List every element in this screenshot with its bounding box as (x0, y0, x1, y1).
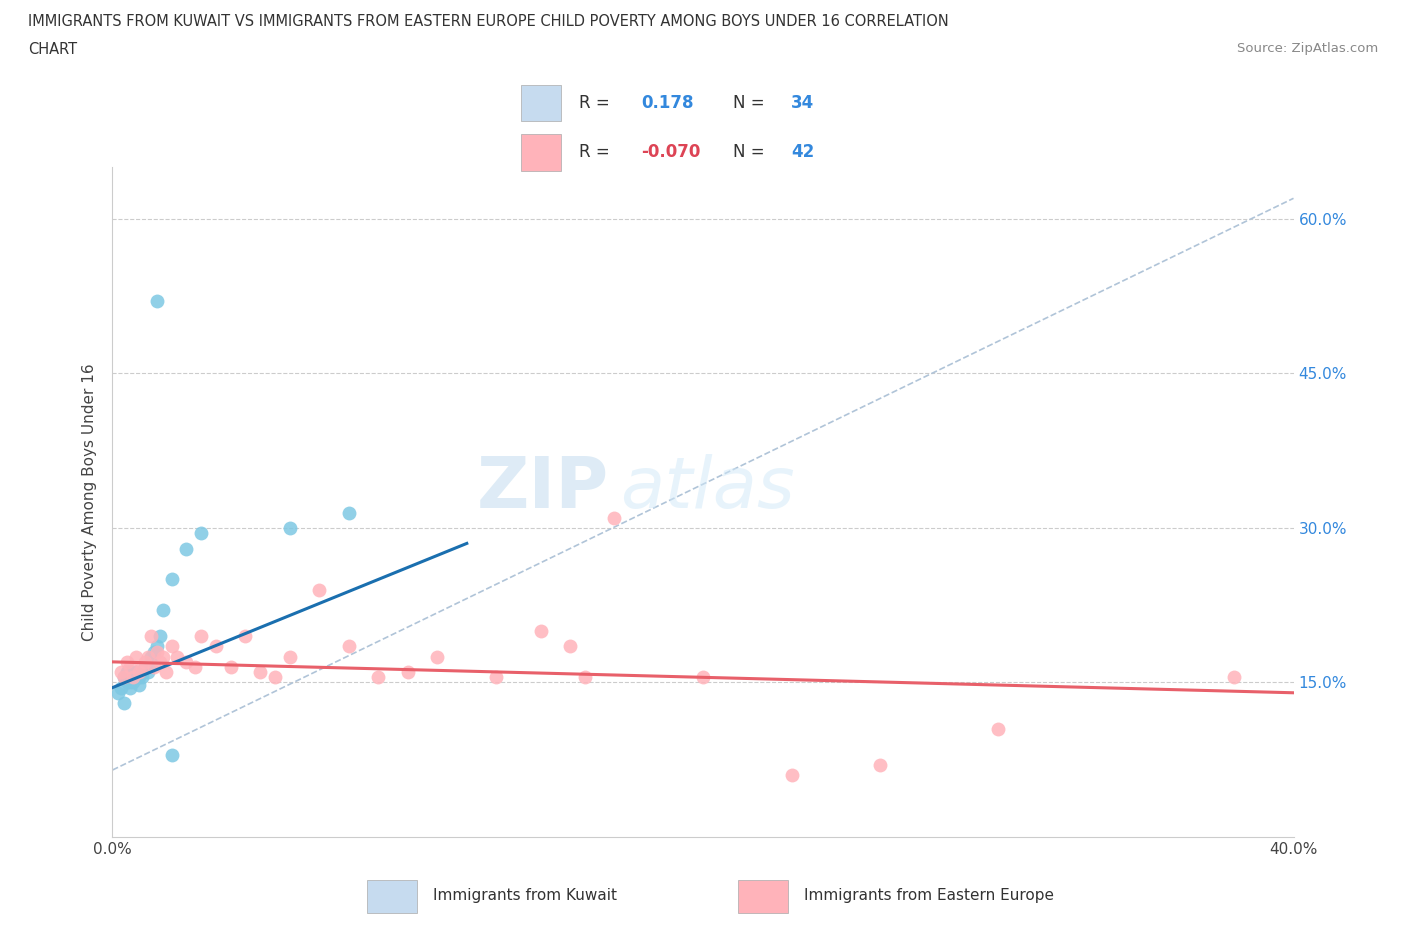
Point (152, 649, 174, 664)
Point (112, 696, 135, 711)
Text: Source: ZipAtlas.com: Source: ZipAtlas.com (1237, 42, 1378, 55)
Point (146, 294, 169, 309)
Point (122, 670, 145, 684)
FancyBboxPatch shape (367, 880, 418, 913)
Point (1223, 670, 1246, 684)
Point (190, 629, 212, 644)
Point (125, 665, 148, 680)
Text: -0.070: -0.070 (641, 143, 700, 162)
Text: R =: R = (579, 143, 616, 162)
Text: N =: N = (733, 143, 769, 162)
Point (278, 521, 301, 536)
Point (128, 665, 150, 680)
Point (134, 655, 156, 670)
Point (125, 649, 148, 664)
Point (131, 659, 153, 674)
Point (166, 649, 188, 664)
Point (155, 665, 177, 680)
Point (184, 659, 207, 674)
Point (136, 649, 159, 664)
Point (139, 649, 162, 664)
Point (120, 665, 142, 680)
Point (190, 525, 212, 540)
Point (149, 629, 172, 644)
Point (120, 675, 142, 690)
Point (264, 670, 287, 684)
Point (249, 665, 271, 680)
Point (120, 680, 142, 695)
Point (160, 572, 183, 587)
Point (574, 670, 596, 684)
Point (174, 541, 197, 556)
Point (122, 670, 145, 684)
Point (205, 639, 228, 654)
Point (136, 665, 159, 680)
Point (110, 665, 132, 680)
Point (278, 649, 301, 664)
Point (233, 629, 256, 644)
FancyBboxPatch shape (520, 134, 561, 171)
Point (139, 655, 162, 670)
Point (142, 659, 165, 674)
Text: 42: 42 (792, 143, 814, 162)
Point (367, 670, 389, 684)
Point (107, 685, 129, 700)
Point (308, 582, 330, 597)
Text: Immigrants from Kuwait: Immigrants from Kuwait (433, 887, 617, 903)
Y-axis label: Child Poverty Among Boys Under 16: Child Poverty Among Boys Under 16 (82, 364, 97, 641)
Point (131, 670, 153, 684)
Text: atlas: atlas (620, 455, 794, 524)
Text: ZIP: ZIP (477, 455, 609, 524)
Text: 34: 34 (792, 94, 814, 113)
Point (117, 675, 138, 690)
Point (134, 659, 156, 674)
Point (558, 639, 582, 654)
Point (485, 670, 508, 684)
Point (149, 655, 172, 670)
FancyBboxPatch shape (738, 880, 789, 913)
Text: Immigrants from Eastern Europe: Immigrants from Eastern Europe (804, 887, 1054, 903)
Text: 0.178: 0.178 (641, 94, 695, 113)
Point (139, 629, 162, 644)
Point (174, 655, 197, 670)
Point (110, 680, 132, 695)
Point (987, 722, 1010, 737)
Point (146, 639, 169, 654)
Point (112, 670, 135, 684)
Point (117, 655, 138, 670)
Point (122, 667, 145, 682)
Text: N =: N = (733, 94, 769, 113)
Text: CHART: CHART (28, 42, 77, 57)
Point (112, 670, 135, 684)
Point (122, 675, 145, 690)
Point (337, 505, 360, 520)
Point (117, 665, 138, 680)
Text: IMMIGRANTS FROM KUWAIT VS IMMIGRANTS FROM EASTERN EUROPE CHILD POVERTY AMONG BOY: IMMIGRANTS FROM KUWAIT VS IMMIGRANTS FRO… (28, 14, 949, 29)
Point (160, 639, 183, 654)
Text: R =: R = (579, 94, 616, 113)
Point (131, 665, 153, 680)
Point (160, 747, 183, 762)
Point (128, 670, 150, 684)
Point (125, 670, 148, 684)
Point (128, 677, 150, 692)
Point (337, 639, 360, 654)
Point (117, 670, 138, 684)
Point (142, 644, 165, 659)
Point (603, 511, 626, 525)
Point (529, 623, 551, 638)
Point (869, 757, 891, 772)
Point (146, 644, 169, 659)
Point (152, 603, 174, 618)
Point (396, 665, 419, 680)
Point (426, 649, 449, 664)
FancyBboxPatch shape (520, 85, 561, 122)
Point (780, 768, 803, 783)
Point (120, 659, 142, 674)
Point (692, 670, 714, 684)
Point (219, 659, 242, 674)
